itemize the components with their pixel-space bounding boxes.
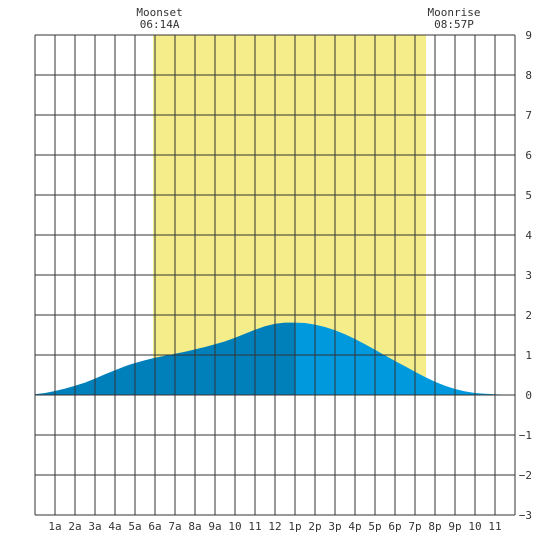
x-tick-label: 4a [108, 520, 121, 533]
x-tick-label: 7a [168, 520, 181, 533]
x-tick-label: 9p [448, 520, 461, 533]
x-tick-label: 8a [188, 520, 201, 533]
y-tick-label: 9 [525, 29, 532, 42]
x-tick-label: 5a [128, 520, 141, 533]
x-tick-label: 3a [88, 520, 101, 533]
y-tick-label: 5 [525, 189, 532, 202]
x-tick-label: 1p [288, 520, 301, 533]
x-tick-label: 5p [368, 520, 381, 533]
x-tick-label: 12 [268, 520, 281, 533]
moonset-annotation: Moonset 06:14A [136, 6, 182, 31]
y-tick-label: 4 [525, 229, 532, 242]
x-tick-label: 6a [148, 520, 161, 533]
y-tick-label: 8 [525, 69, 532, 82]
x-tick-label: 10 [468, 520, 481, 533]
y-tick-label: 3 [525, 269, 532, 282]
moonset-time: 06:14A [140, 18, 180, 31]
x-tick-label: 11 [488, 520, 501, 533]
y-tick-label: 0 [525, 389, 532, 402]
y-tick-label: 2 [525, 309, 532, 322]
x-tick-label: 4p [348, 520, 361, 533]
y-axis-ticks: −3 −2 −1 0 1 2 3 4 5 6 7 8 9 [519, 29, 533, 522]
tide-area-rising [35, 322, 295, 395]
x-tick-label: 9a [208, 520, 221, 533]
x-tick-label: 11 [248, 520, 261, 533]
tide-area [35, 322, 515, 395]
tide-area-falling [295, 322, 515, 395]
moonrise-annotation: Moonrise 08:57P [428, 6, 481, 31]
grid-lines [34, 34, 516, 516]
x-tick-label: 6p [388, 520, 401, 533]
y-tick-label: 7 [525, 109, 532, 122]
y-tick-label: −3 [519, 509, 532, 522]
x-tick-label: 2p [308, 520, 321, 533]
y-tick-label: −2 [519, 469, 532, 482]
x-tick-label: 3p [328, 520, 341, 533]
y-tick-label: 1 [525, 349, 532, 362]
y-tick-label: 6 [525, 149, 532, 162]
moonset-label: Moonset [136, 6, 182, 19]
x-tick-label: 7p [408, 520, 421, 533]
y-tick-label: −1 [519, 429, 532, 442]
x-tick-label: 2a [68, 520, 81, 533]
x-axis-ticks: 1a 2a 3a 4a 5a 6a 7a 8a 9a 10 11 12 1p 2p 3p 4p 5p 6p 7p 8p… [48, 520, 501, 533]
x-tick-label: 8p [428, 520, 441, 533]
moonrise-time: 08:57P [434, 18, 474, 31]
moonrise-label: Moonrise [428, 6, 481, 19]
x-tick-label: 1a [48, 520, 61, 533]
x-tick-label: 10 [228, 520, 241, 533]
